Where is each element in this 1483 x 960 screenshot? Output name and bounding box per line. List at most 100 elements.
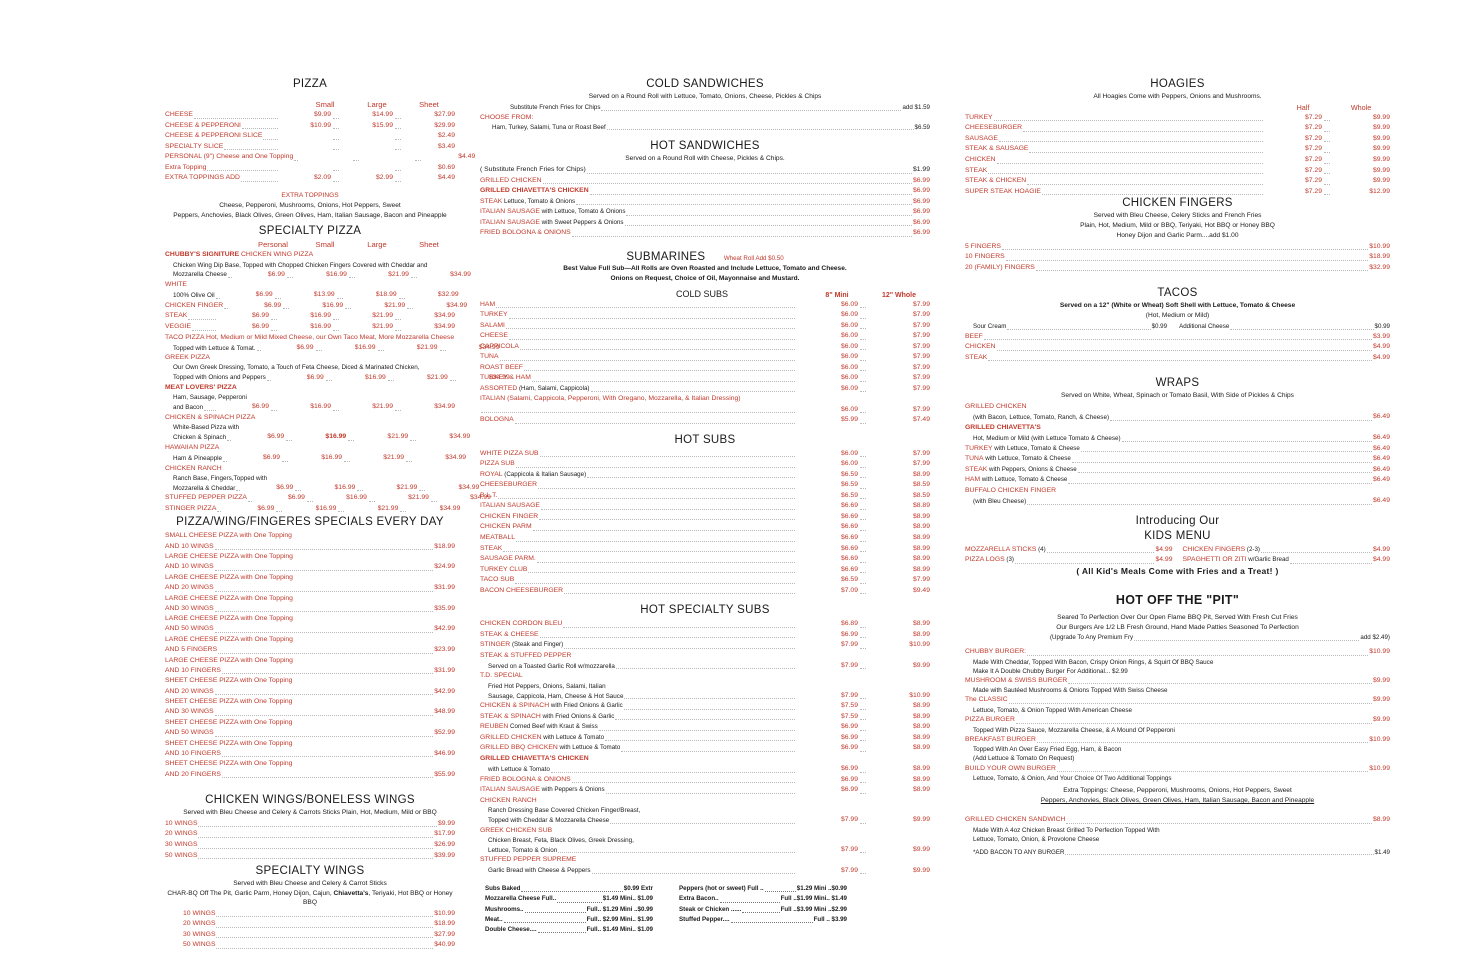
menu-row: PERSONAL (9") Cheese and One Topping $4.4…	[165, 152, 475, 163]
dot-leader	[256, 350, 261, 352]
extra-name: Stuffed Pepper....	[679, 915, 730, 923]
item-name: ( Substitute French Fries for Chips)	[480, 166, 586, 174]
menu-row: TUNA $6.09 $7.99	[480, 352, 930, 363]
item-name: AND 10 WINGS	[165, 563, 214, 571]
item-price: $6.59	[840, 576, 858, 584]
item-name: STINGER PIZZA	[165, 504, 217, 512]
chicken-fingers-note2: Plain, Hot, Medium, Mild or BBQ, Teriyak…	[1080, 222, 1275, 230]
item-price: $18.99	[375, 291, 397, 299]
dot-leader	[610, 822, 795, 824]
extra-name: Steak or Chicken ......	[679, 905, 742, 913]
dot-leader	[591, 873, 795, 875]
item-price: $6.99	[912, 218, 930, 226]
item-name: STEAK	[965, 353, 988, 361]
dot-leader	[214, 590, 434, 592]
section-title-submarines: SUBMARINES	[626, 250, 706, 263]
item-name: AND 30 WINGS	[165, 604, 214, 612]
italian-sub-desc: ITALIAN (Salami, Cappicola, Pepperoni, W…	[480, 395, 741, 403]
add-bacon-price: $1.49	[1374, 848, 1390, 856]
item-price: $6.09	[840, 449, 858, 457]
item-name: TURKEY CLUB	[480, 565, 528, 573]
extra-name: Peppers (hot or sweet) Full ..	[679, 885, 764, 893]
item-price: $4.99	[1155, 556, 1173, 564]
item-name: 10 WINGS	[165, 819, 198, 827]
item-desc: Topped with Onions and Peppers	[173, 374, 266, 382]
item-desc: Ranch Dressing Base Covered Chicken Fing…	[488, 806, 641, 814]
item-price: $21.99	[426, 373, 448, 381]
menu-row: STEAK & CHEESE $6.99 $8.99	[480, 630, 930, 641]
item-name: GRILLED CHICKEN with Lettuce & Tomato	[480, 733, 605, 741]
dot-leader	[207, 170, 278, 172]
item-price: $27.99	[434, 111, 455, 118]
menu-row: CHEESE & PEPPERONI SLICE $2.49	[165, 131, 455, 142]
item-price: $15.99	[372, 121, 393, 129]
hot-sandwich-rows: ( Substitute French Fries for Chips) $1.9…	[480, 165, 930, 239]
submarines-note2: Onions on Request, Choice of Oil, Mayonn…	[610, 274, 800, 282]
dot-leader	[204, 409, 216, 411]
menu-row: CHEESE $9.99 $14.99 $27.99	[165, 110, 455, 121]
dot-leader	[988, 173, 1263, 175]
menu-row: TURKEY & HAM $6.09 $7.99	[480, 373, 930, 384]
item-name: CHEESE	[165, 111, 193, 118]
item-name: AND 20 FINGERS	[165, 770, 221, 778]
item-price: $6.99	[912, 187, 930, 195]
menu-row: ITALIAN SAUSAGE with Peppers & Onions $6.…	[480, 785, 930, 796]
item-price: $7.29	[1304, 124, 1322, 132]
dot-leader	[1056, 771, 1369, 773]
item-price: $10.99	[1369, 764, 1390, 772]
menu-row: STEAK with Peppers, Onions & Cheese $6.49	[965, 465, 1390, 476]
menu-row: Garlic Bread with Cheese & Peppers $7.99 $…	[480, 866, 930, 877]
item-name: MOZZARELLA STICKS (4)	[965, 545, 1046, 553]
item-price: $7.99	[840, 845, 858, 853]
menu-row: AND 30 WINGS $35.99	[165, 604, 455, 615]
item-price: $7.99	[912, 363, 930, 371]
dot-leader	[539, 637, 795, 639]
item-price: $16.99	[346, 494, 367, 502]
dot-leader	[615, 668, 795, 670]
menu-row: CHUBBY BURGER: $10.99	[965, 647, 1390, 658]
dot-leader	[719, 894, 780, 903]
item-price: $6.99	[287, 494, 305, 502]
item-price: $7.99	[912, 576, 930, 584]
item-price: $6.99	[296, 343, 314, 351]
upgrade-name: (Upgrade To Any Premium Fry	[1050, 634, 1134, 642]
item-price: $7.99	[912, 374, 930, 382]
item-price: $42.99	[434, 687, 455, 695]
item-price: $16.99	[326, 270, 347, 278]
section-title-specialty-wings: SPECIALTY WINGS	[255, 865, 365, 878]
menu-row: ITALIAN SAUSAGE with Sweet Peppers & Oni…	[480, 218, 930, 229]
item-name: AND 10 FINGERS	[165, 749, 221, 757]
extra-name: Double Cheese....	[485, 926, 537, 934]
item-price: $9.99	[1372, 696, 1390, 704]
item-suffix: with Sweet Peppers & Onions	[539, 218, 624, 226]
menu-row: CHEESE $6.09 $7.99	[480, 331, 930, 342]
sour-cream-name: Sour Cream	[973, 323, 1007, 331]
item-desc: Mozzarella & Cheddar	[173, 484, 236, 492]
menu-row: TACO SUB $6.59 $7.99	[480, 575, 930, 586]
item-name: SPECIALTY SLICE	[165, 142, 224, 150]
menu-row: (with Bleu Cheese) $6.49	[965, 496, 1390, 507]
menu-row: HAM with Lettuce, Tomato & Cheese $6.49	[965, 475, 1390, 486]
section-title-wings: CHICKEN WINGS/BONELESS WINGS	[205, 794, 415, 807]
item-heading: CHICKEN & SPINACH PIZZA	[165, 413, 455, 423]
header-sheet: Sheet	[419, 100, 439, 109]
item-name: BUILD YOUR OWN BURGER	[965, 764, 1056, 772]
dot-leader	[1110, 420, 1372, 421]
menu-row: ROYAL (Cappicola & Italian Sausage) $6.59…	[480, 470, 930, 481]
pit-burger-rows: CHUBBY BURGER: $10.99 Made With Cheddar, T…	[965, 647, 1390, 783]
item-name: EXTRA TOPPINGS ADD	[165, 174, 240, 182]
sub-extras-box: Subs Baked $0.99 Extr Mozzarella Cheese Fu…	[480, 884, 930, 935]
item-desc: Served on a Toasted Garlic Roll w/mozzar…	[488, 662, 615, 670]
extra-row: Stuffed Pepper.... Full .. $3.99	[679, 915, 847, 925]
special-line1: SHEET CHEESE PIZZA with One Topping	[165, 760, 293, 768]
item-price: $8.59	[912, 481, 930, 489]
section-title-specialty-pizza: SPECIALTY PIZZA	[258, 225, 362, 238]
dot-leader	[623, 708, 795, 710]
menu-row: TURKEY $6.09 $7.99	[480, 310, 930, 321]
item-name: ITALIAN SAUSAGE with Lettuce, Tomato & O…	[480, 208, 626, 216]
dot-leader	[563, 626, 795, 628]
item-price: $10.99	[909, 691, 930, 699]
item-price: $9.99	[313, 111, 331, 118]
menu-row: CHICKEN CORDON BLEU $6.89 $8.99	[480, 619, 930, 630]
item-name: BREAKFAST BURGER	[965, 735, 1036, 743]
